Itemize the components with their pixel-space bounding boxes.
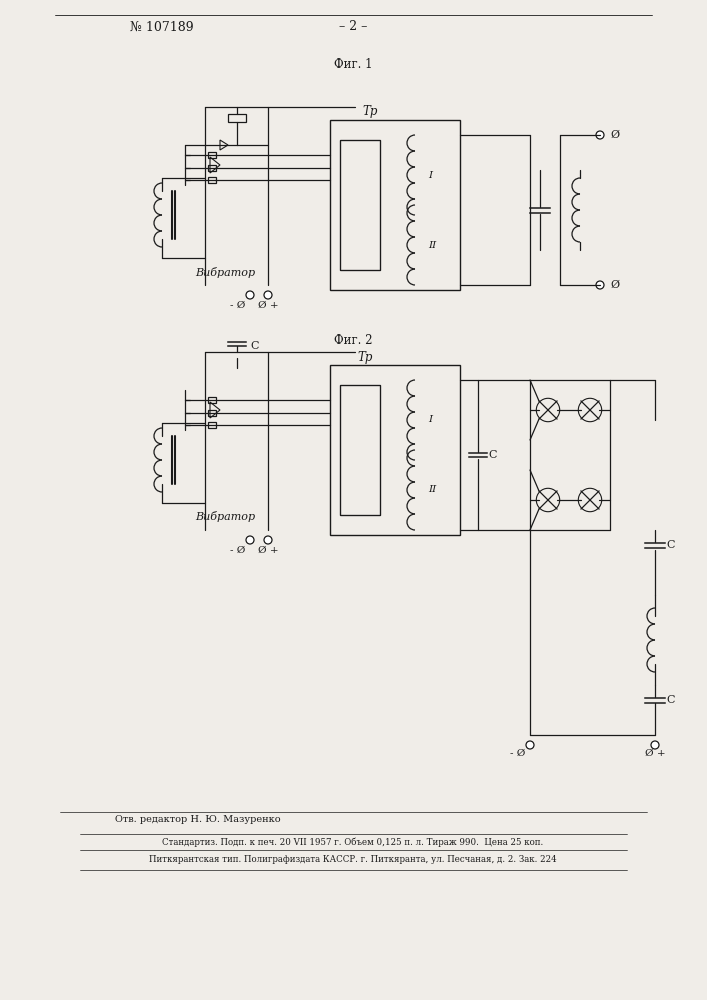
Bar <box>208 152 216 158</box>
Text: II: II <box>428 486 436 494</box>
Text: II: II <box>428 240 436 249</box>
Text: Ø: Ø <box>610 130 619 140</box>
Bar <box>330 365 460 535</box>
Text: Ø +: Ø + <box>257 546 279 554</box>
Text: - Ø: - Ø <box>230 300 246 310</box>
Text: I: I <box>428 416 432 424</box>
Text: Питкярантская тип. Полиграфиздата КАССР. г. Питкяранта, ул. Песчаная, д. 2. Зак.: Питкярантская тип. Полиграфиздата КАССР.… <box>149 856 557 864</box>
Text: Вибратор: Вибратор <box>195 266 255 277</box>
Bar <box>208 410 216 416</box>
Bar <box>208 422 216 428</box>
Circle shape <box>246 291 254 299</box>
Bar <box>208 397 216 403</box>
Text: C: C <box>488 450 496 460</box>
Text: C: C <box>666 695 674 705</box>
Bar <box>208 165 216 171</box>
Circle shape <box>246 536 254 544</box>
Text: Фиг. 2: Фиг. 2 <box>334 334 373 347</box>
Circle shape <box>264 291 272 299</box>
Text: Ø +: Ø + <box>645 748 665 758</box>
Text: Отв. редактор Н. Ю. Мазуренко: Отв. редактор Н. Ю. Мазуренко <box>115 816 281 824</box>
Bar <box>340 140 380 270</box>
Text: Фиг. 1: Фиг. 1 <box>334 58 373 72</box>
Text: Ø +: Ø + <box>257 300 279 310</box>
Circle shape <box>596 131 604 139</box>
Text: Вибратор: Вибратор <box>195 512 255 522</box>
Circle shape <box>264 536 272 544</box>
Bar <box>208 177 216 183</box>
Text: - Ø: - Ø <box>510 748 526 758</box>
Text: C: C <box>666 540 674 550</box>
Text: Стандартиз. Подп. к печ. 20 VII 1957 г. Объем 0,125 п. л. Тираж 990.  Цена 25 ко: Стандартиз. Подп. к печ. 20 VII 1957 г. … <box>163 837 544 847</box>
Text: № 107189: № 107189 <box>130 20 194 33</box>
Text: Тр: Тр <box>357 351 373 363</box>
Bar <box>340 385 380 515</box>
Text: C: C <box>250 341 259 351</box>
Text: - Ø: - Ø <box>230 546 246 554</box>
Circle shape <box>596 281 604 289</box>
Bar <box>228 114 246 122</box>
Circle shape <box>526 741 534 749</box>
Bar <box>340 385 380 515</box>
Bar <box>340 140 380 270</box>
Text: – 2 –: – 2 – <box>339 20 367 33</box>
Text: I: I <box>428 170 432 180</box>
Text: Тр: Тр <box>362 105 378 118</box>
Circle shape <box>651 741 659 749</box>
Bar <box>330 120 460 290</box>
Text: Ø: Ø <box>610 280 619 290</box>
